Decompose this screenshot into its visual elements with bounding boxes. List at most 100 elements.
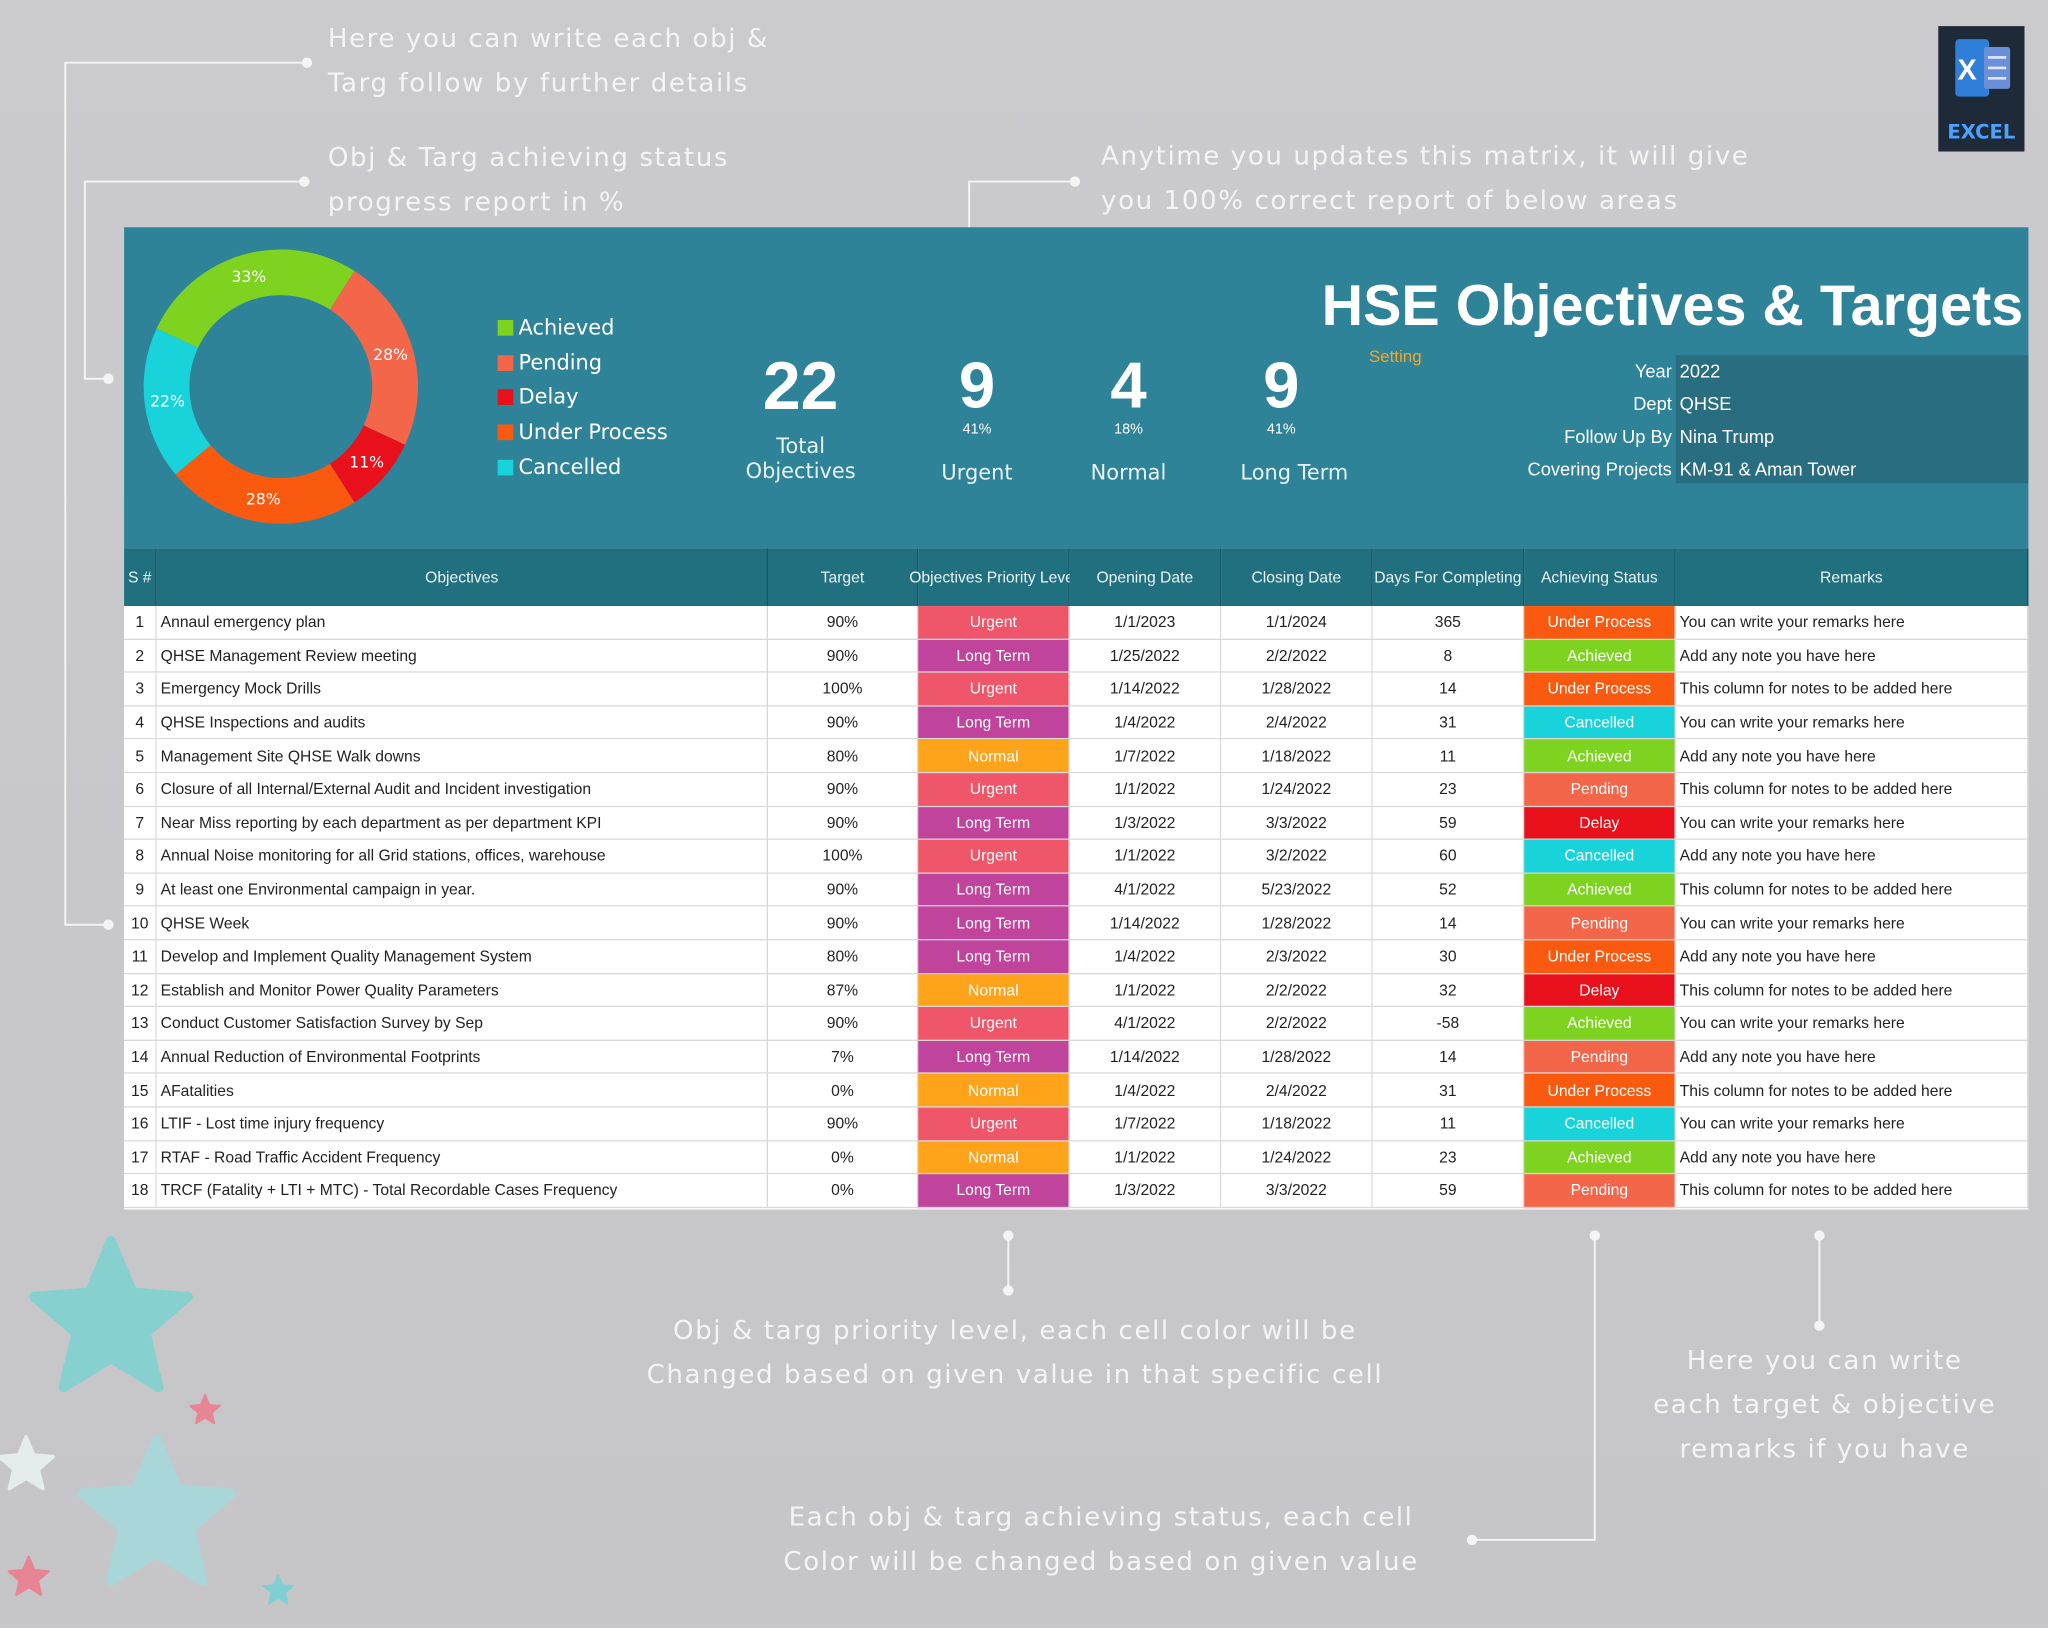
table-cell: Management Site QHSE Walk downs — [156, 739, 768, 774]
table-cell: 32 — [1372, 973, 1525, 1008]
legend-label: Delay — [518, 384, 579, 410]
table-cell: 4/1/2022 — [1069, 1007, 1222, 1041]
stat-percent: 41% — [962, 421, 992, 438]
table-cell: 5/23/2022 — [1221, 873, 1373, 907]
table-cell: 31 — [1372, 1074, 1525, 1108]
table-cell: Annual Noise monitoring for all Grid sta… — [156, 840, 768, 874]
table-cell: Achieved — [1524, 739, 1676, 774]
table-cell: Achieved — [1524, 1141, 1676, 1175]
table-cell: 1/14/2022 — [1069, 906, 1222, 941]
table-cell: 2/4/2022 — [1221, 1074, 1373, 1108]
table-cell: Pending — [1524, 1040, 1676, 1075]
legend-swatch — [497, 459, 514, 476]
table-cell: Long Term — [918, 806, 1070, 841]
legend-label: Pending — [518, 349, 603, 375]
table-cell: Long Term — [918, 873, 1070, 907]
table-cell: Achieved — [1524, 873, 1676, 907]
info-label: Dept — [1633, 393, 1672, 415]
stat-percent: 41% — [1266, 421, 1296, 438]
table-cell: Under Process — [1524, 1074, 1676, 1108]
table-cell: 3 — [124, 672, 157, 707]
table-cell: 59 — [1372, 806, 1525, 841]
table-cell: 1/1/2022 — [1069, 773, 1222, 807]
info-value: Nina Trump — [1679, 425, 1775, 447]
total-label: Total Objectives — [745, 433, 856, 484]
annotation-text: Here you can write each obj & — [327, 22, 769, 54]
table-header-cell: Opening Date — [1069, 548, 1222, 607]
donut-segment — [329, 425, 406, 503]
table-cell: 23 — [1372, 773, 1525, 807]
annotation-text: Here you can write — [1686, 1343, 1963, 1376]
table-cell: 1/4/2022 — [1069, 940, 1222, 974]
table-cell: Add any note you have here — [1675, 1141, 2029, 1175]
table-cell: 0% — [767, 1074, 919, 1108]
table-cell: Long Term — [918, 940, 1070, 974]
table-cell: Achieved — [1524, 1007, 1676, 1041]
table-cell: 16 — [124, 1107, 157, 1142]
table-header-cell: Remarks — [1675, 548, 2029, 607]
table-cell: 100% — [767, 672, 919, 707]
table-header-cell: Days For Completing — [1372, 548, 1525, 607]
table-cell: Normal — [918, 739, 1070, 774]
annotation-text: each target & objective — [1653, 1388, 1997, 1420]
table-cell: Normal — [918, 1074, 1070, 1108]
table-cell: Long Term — [918, 906, 1070, 941]
legend-swatch — [497, 354, 514, 371]
annotation-text: Anytime you updates this matrix, it will… — [1101, 139, 1750, 172]
table-cell: 1/24/2022 — [1221, 1141, 1373, 1175]
table-cell: 1/1/2022 — [1069, 973, 1222, 1008]
table-cell: This column for notes to be added here — [1675, 773, 2029, 807]
table-cell: QHSE Week — [156, 906, 768, 941]
table-cell: Cancelled — [1524, 840, 1676, 874]
table-cell: 90% — [767, 806, 919, 841]
table-cell: 14 — [124, 1040, 157, 1075]
table-cell: 14 — [1372, 672, 1525, 707]
table-cell: Normal — [918, 973, 1070, 1008]
table-cell: Emergency Mock Drills — [156, 672, 768, 707]
table-cell: 1/4/2022 — [1069, 706, 1222, 740]
table-cell: Add any note you have here — [1675, 940, 2029, 974]
table-cell: 31 — [1372, 706, 1525, 740]
info-box — [1675, 355, 2029, 484]
table-cell: Establish and Monitor Power Quality Para… — [156, 973, 768, 1008]
annotation-text: Changed based on given value in that spe… — [646, 1358, 1384, 1390]
legend-swatch — [497, 424, 514, 441]
table-cell: Under Process — [1524, 940, 1676, 974]
table-cell: Near Miss reporting by each department a… — [156, 806, 768, 841]
table-cell: 4/1/2022 — [1069, 873, 1222, 907]
table-cell: Develop and Implement Quality Management… — [156, 940, 768, 974]
table-cell: Annaul emergency plan — [156, 606, 768, 640]
annotation-text: progress report in % — [327, 185, 626, 217]
table-cell: This column for notes to be added here — [1675, 873, 2029, 907]
stat-label: Urgent — [941, 459, 1013, 485]
table-cell: You can write your remarks here — [1675, 1107, 2029, 1142]
annotation-text: Targ follow by further details — [327, 66, 749, 98]
donut-label: 28% — [373, 345, 408, 364]
table-cell: 1/3/2022 — [1069, 806, 1222, 841]
table-header-cell: Achieving Status — [1524, 548, 1676, 607]
table-cell: Urgent — [918, 672, 1070, 707]
annotation-text: Obj & Targ achieving status — [327, 141, 730, 173]
table-cell: 14 — [1372, 906, 1525, 941]
table-cell: 3/2/2022 — [1221, 840, 1373, 874]
stat-value: 4 — [1110, 348, 1147, 422]
dashboard-title: HSE Objectives & Targets — [1321, 274, 2024, 339]
table-cell: 100% — [767, 840, 919, 874]
table-cell: 2/2/2022 — [1221, 973, 1373, 1008]
table-cell: 9 — [124, 873, 157, 907]
table-cell: This column for notes to be added here — [1675, 672, 2029, 707]
table-cell: 1/18/2022 — [1221, 1107, 1373, 1142]
table-cell: 90% — [767, 639, 919, 673]
annotation-text: Color will be changed based on given val… — [783, 1545, 1419, 1577]
table-cell: 23 — [1372, 1141, 1525, 1175]
stat-label: Long Term — [1240, 459, 1349, 485]
table-cell: 2/2/2022 — [1221, 639, 1373, 673]
table-cell: 365 — [1372, 606, 1525, 640]
table-cell: 2/2/2022 — [1221, 1007, 1373, 1041]
table-cell: Closure of all Internal/External Audit a… — [156, 773, 768, 807]
table-cell: Conduct Customer Satisfaction Survey by … — [156, 1007, 768, 1041]
info-value: KM-91 & Aman Tower — [1679, 458, 1857, 480]
table-cell: Delay — [1524, 973, 1676, 1008]
table-cell: Urgent — [918, 773, 1070, 807]
annotation-text: Each obj & targ achieving status, each c… — [788, 1500, 1414, 1533]
